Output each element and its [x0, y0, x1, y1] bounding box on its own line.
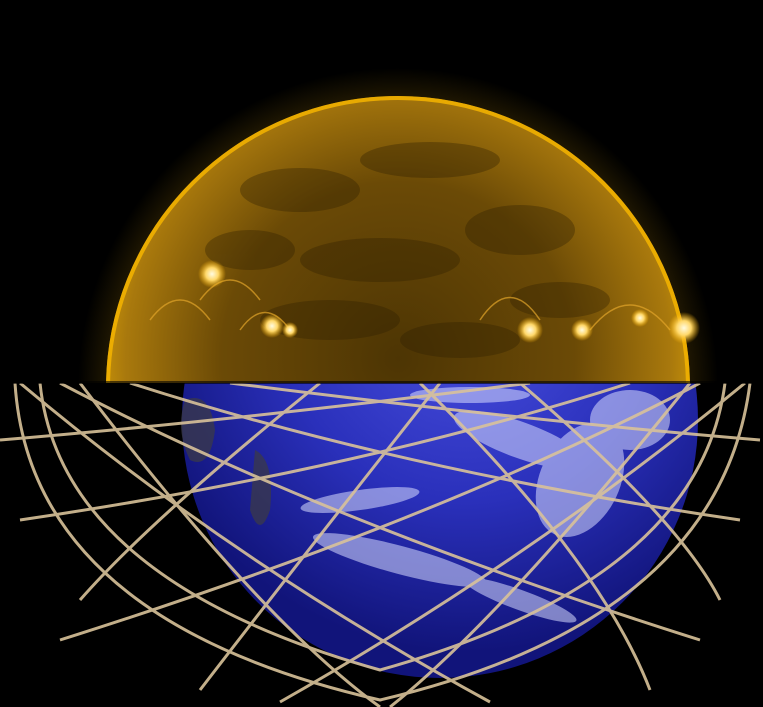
- orbit-grid: [0, 383, 761, 707]
- sun-panel: [78, 68, 718, 383]
- panel-seam: [0, 381, 763, 384]
- sun-bright-spots: [198, 260, 700, 344]
- sun-limb: [106, 96, 690, 383]
- earth-panel: [0, 383, 761, 707]
- sun-texture: [205, 142, 610, 358]
- sun-disk: [106, 96, 690, 383]
